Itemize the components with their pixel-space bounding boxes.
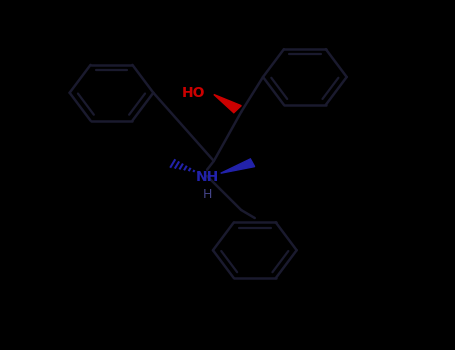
Text: HO: HO [182,86,205,100]
Text: NH: NH [195,170,219,184]
Text: H: H [202,188,212,202]
Polygon shape [214,94,241,113]
Polygon shape [221,159,255,173]
